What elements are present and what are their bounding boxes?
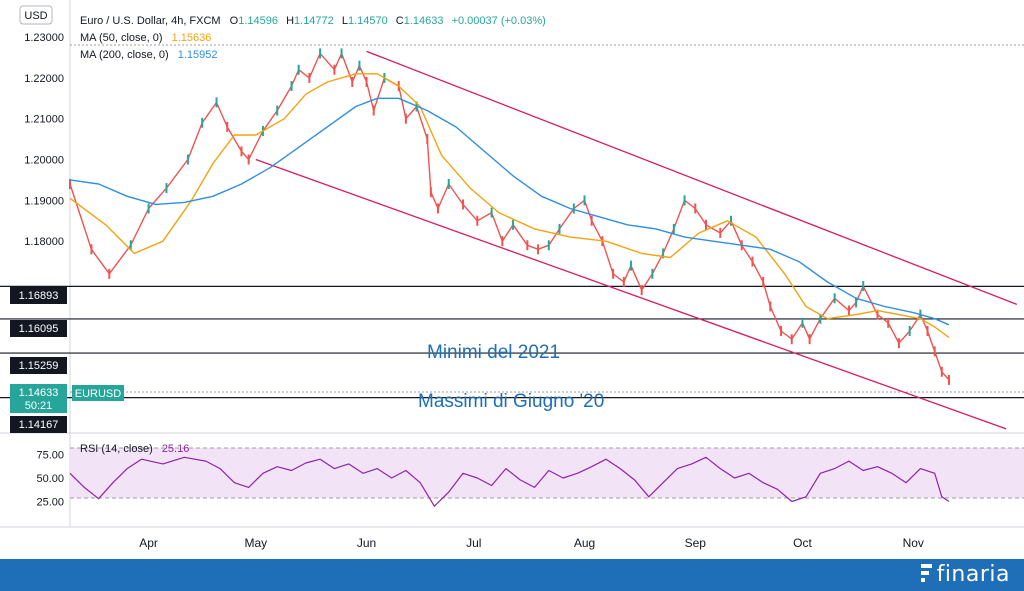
ma200-value: 1.15952 [178,49,218,61]
channel-lower-line [255,158,1007,430]
level-badge-3-text: 1.15259 [19,360,59,372]
level-badge-3 [10,357,67,374]
ma50-value: 1.15636 [172,32,212,44]
ohlc-low-key: L [342,15,348,27]
price-line [69,52,950,381]
ma50-line [69,73,950,339]
level-badge-2-text: 1.16095 [19,323,59,335]
brand-logo: finaria [919,562,1010,587]
footer-bar: finaria [0,559,1024,591]
time-tick-label: Sep [685,536,707,550]
last-price-badge [10,384,67,413]
rsi-axis-labels: 75.00 50.00 25.00 [36,450,64,509]
time-tick-label: Jul [466,536,481,550]
time-tick-label: Oct [793,536,812,550]
rsi-value: 25.16 [162,443,190,455]
annotation-minimi: Minimi del 2021 [427,342,560,363]
rsi-legend: RSI (14, close) 25.16 [80,443,189,455]
level-badge-1-text: 1.16893 [19,290,59,302]
last-price-value: 1.14633 [19,387,59,399]
symbol-badge [72,385,124,401]
ohlc-open-value: 1.14596 [238,15,278,27]
time-tick-label: Jun [357,536,376,550]
level-badge-4-text: 1.14167 [19,419,59,431]
ohlc-close-value: 1.14633 [404,15,444,27]
ma50-label: MA (50, close, 0) [80,32,163,44]
channel-upper-line [366,50,1018,306]
time-tick-label: Apr [139,536,158,550]
ma200-line [69,97,950,326]
brand-name: finaria [936,562,1010,587]
ma200-label: MA (200, close, 0) [80,49,169,61]
level-badge-2 [10,320,67,337]
descending-channel [255,50,1018,430]
currency-tag-box[interactable] [19,5,53,25]
price-tick-label: 1.18000 [24,236,64,248]
horizontal-levels [0,285,1024,399]
time-axis-labels: Apr May Jun Jul Aug Sep Oct Nov [139,536,924,550]
ma200-legend: MA (200, close, 0) 1.15952 [80,49,217,61]
level-badge-1 [10,287,67,304]
legend-line-1: Euro / U.S. Dollar, 4h, FXCM O1.14596 H1… [80,15,546,27]
price-tick-label: 1.23000 [24,32,64,44]
price-tick-label: 1.22000 [24,73,64,85]
annotation-massimi: Massimi di Giugno '20 [418,391,604,412]
rsi-tick-label: 75.00 [36,450,64,462]
rsi-tick-label: 50.00 [36,473,64,485]
price-tick-label: 1.20000 [24,155,64,167]
price-tick-label: 1.19000 [24,195,64,207]
level-badge-4 [10,416,67,433]
rsi-label: RSI (14, close) [80,443,153,455]
price-series [69,48,950,507]
ohlc-high-key: H [286,15,294,27]
ohlc-high-value: 1.14772 [294,15,334,27]
last-price-countdown: 50:21 [25,400,53,412]
time-tick-label: May [244,536,267,550]
ma50-legend: MA (50, close, 0) 1.15636 [80,32,211,44]
ohlc-low-value: 1.14570 [348,15,388,27]
symbol-name: Euro / U.S. Dollar, 4h, FXCM [80,15,221,27]
chart-canvas: 1.23000 1.22000 1.21000 1.20000 1.19000 1.180… [0,0,1024,550]
ohlc-open-key: O [230,15,239,27]
finaria-mark-icon [920,564,932,582]
time-tick-label: Aug [574,536,595,550]
time-tick-label: Nov [903,536,924,550]
symbol-badge-text: EURUSD [75,388,122,400]
price-tick-label: 1.21000 [24,114,64,126]
rsi-line [69,456,950,507]
ohlc-close-key: C [396,15,404,27]
price-axis-labels: 1.23000 1.22000 1.21000 1.20000 1.19000 1.180… [24,32,64,371]
rsi-tick-label: 25.00 [36,497,64,509]
currency-tag[interactable]: USD [24,10,47,22]
ohlc-change: +0.00037 (+0.03%) [452,15,546,27]
